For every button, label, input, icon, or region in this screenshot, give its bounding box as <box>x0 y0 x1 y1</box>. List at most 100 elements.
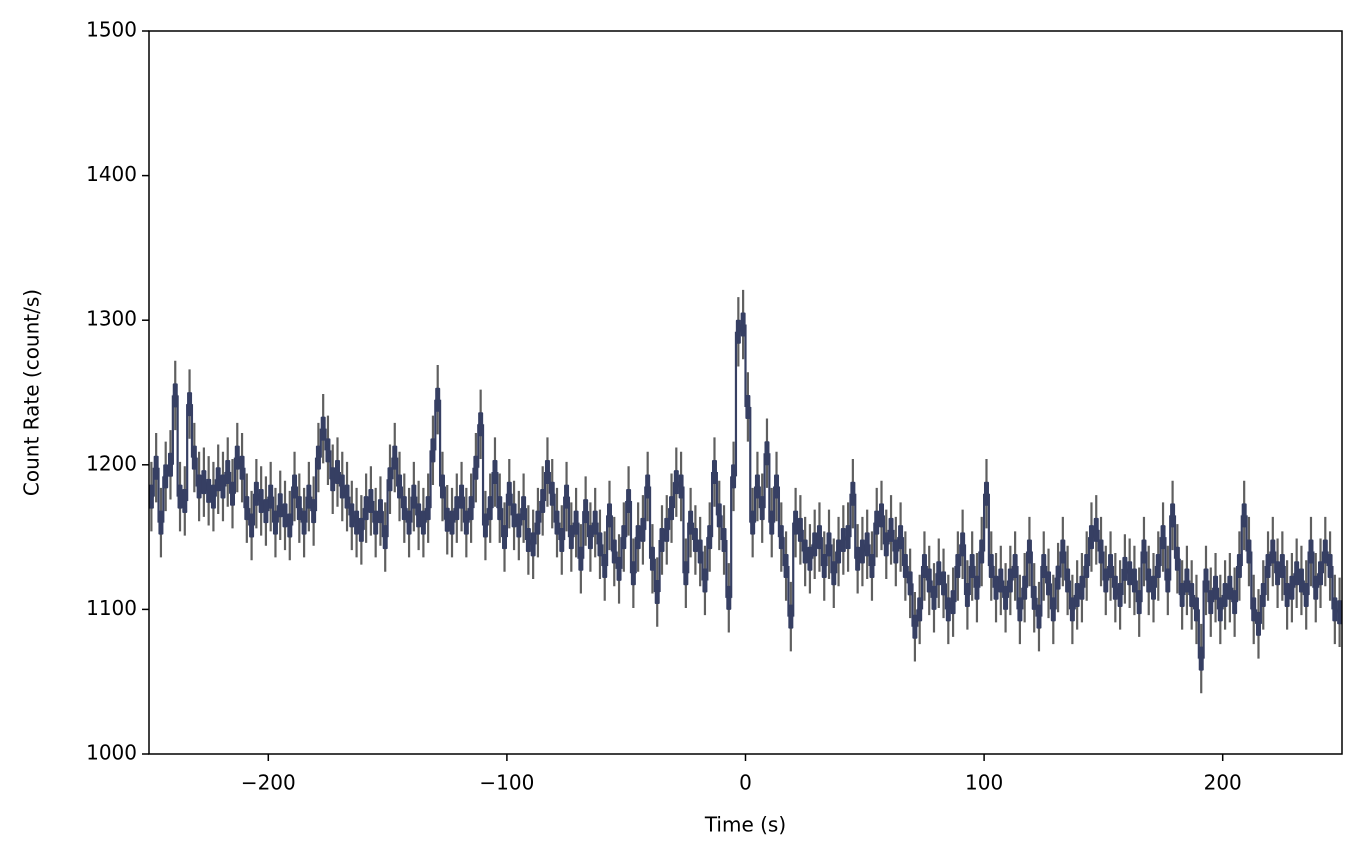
bin-marker <box>707 525 713 550</box>
bin-marker <box>726 585 732 610</box>
bin-marker <box>206 478 212 503</box>
bin-marker <box>988 554 994 579</box>
bin-marker <box>1203 568 1209 593</box>
bin-marker <box>239 455 245 480</box>
bin-marker <box>869 554 875 579</box>
bin-marker <box>478 412 484 437</box>
bin-marker <box>597 532 603 557</box>
bin-marker <box>210 484 216 509</box>
bin-marker <box>158 510 164 535</box>
bin-marker <box>649 546 655 571</box>
bin-marker <box>1279 554 1285 579</box>
bin-marker <box>969 554 975 579</box>
bin-marker <box>697 539 703 564</box>
bin-marker <box>1017 597 1023 622</box>
bin-marker <box>769 510 775 535</box>
bin-marker <box>626 488 632 513</box>
bin-marker <box>1060 539 1066 564</box>
bin-marker <box>1108 554 1114 579</box>
bin-marker <box>797 517 803 542</box>
bin-marker <box>554 510 560 535</box>
bin-marker <box>926 568 932 593</box>
bin-marker <box>812 532 818 557</box>
bin-marker <box>521 496 527 521</box>
bin-marker <box>821 554 827 579</box>
bin-marker <box>673 470 679 495</box>
bin-marker <box>411 484 417 509</box>
bin-marker <box>1026 539 1032 564</box>
bin-marker <box>979 539 985 564</box>
bin-marker <box>306 484 312 509</box>
bin-marker <box>191 445 197 470</box>
y-tick-label: 1200 <box>86 451 137 475</box>
bin-marker <box>664 517 670 542</box>
bin-marker <box>816 525 822 550</box>
bin-marker <box>244 496 250 521</box>
bin-marker <box>750 510 756 535</box>
bin-marker <box>692 527 698 552</box>
bin-marker <box>602 554 608 579</box>
bin-marker <box>1275 561 1281 586</box>
bin-marker <box>616 556 622 581</box>
bin-marker <box>530 532 536 557</box>
series <box>149 289 1342 694</box>
bin-marker <box>888 517 894 542</box>
bin-marker <box>249 513 255 538</box>
bin-marker <box>587 525 593 550</box>
bin-marker <box>654 580 660 605</box>
bin-marker <box>740 312 746 337</box>
bin-marker <box>277 493 283 518</box>
bin-marker <box>1136 590 1142 615</box>
bin-marker <box>559 527 565 552</box>
bin-marker <box>1146 568 1152 593</box>
bin-marker <box>907 571 913 596</box>
bin-marker <box>1179 582 1185 607</box>
bin-marker <box>296 496 302 521</box>
bin-marker <box>606 503 612 528</box>
bin-marker <box>1313 575 1319 600</box>
bin-marker <box>420 510 426 535</box>
bin-marker <box>883 532 889 557</box>
bin-marker <box>1127 561 1133 586</box>
bin-marker <box>711 460 717 485</box>
bin-marker <box>511 503 517 528</box>
bin-marker <box>611 539 617 564</box>
bin-marker <box>1012 554 1018 579</box>
bin-marker <box>377 499 383 524</box>
bin-marker <box>1193 597 1199 622</box>
bin-marker <box>1065 568 1071 593</box>
bin-marker <box>1308 539 1314 564</box>
bin-marker <box>1117 582 1123 607</box>
bin-marker <box>1003 585 1009 610</box>
bin-marker <box>1022 575 1028 600</box>
bin-marker <box>1289 575 1295 600</box>
bin-marker <box>397 474 403 499</box>
bin-marker <box>716 503 722 528</box>
plot-frame <box>148 30 1343 755</box>
bin-marker <box>640 517 646 542</box>
bin-marker <box>1260 582 1266 607</box>
y-tick-label: 1100 <box>86 596 137 620</box>
bin-marker <box>506 481 512 506</box>
bin-marker <box>1327 554 1333 579</box>
bin-marker <box>315 445 321 470</box>
bin-marker <box>425 496 431 521</box>
bin-marker <box>406 510 412 535</box>
bin-marker <box>983 481 989 506</box>
bin-marker <box>950 590 956 615</box>
bin-marker <box>778 525 784 550</box>
bin-marker <box>153 455 159 480</box>
bin-marker <box>1074 582 1080 607</box>
bin-marker <box>802 539 808 564</box>
bin-marker <box>525 527 531 552</box>
bin-marker <box>1251 597 1257 622</box>
x-axis-label: Time (s) <box>704 813 786 837</box>
bin-marker <box>230 481 236 506</box>
bin-marker <box>430 438 436 463</box>
bin-marker <box>578 546 584 571</box>
bin-marker <box>1208 590 1214 615</box>
bin-marker <box>492 460 498 485</box>
bin-marker <box>1036 604 1042 629</box>
bin-marker <box>516 513 522 538</box>
